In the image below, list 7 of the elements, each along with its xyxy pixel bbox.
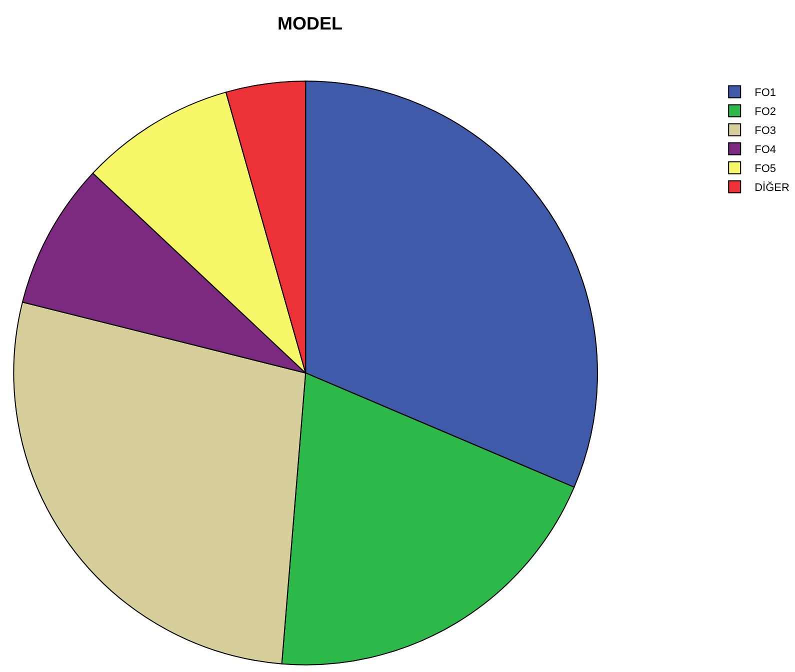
legend-label: FO2 bbox=[754, 106, 776, 118]
legend-label: FO3 bbox=[754, 125, 776, 138]
legend-label: FO5 bbox=[754, 163, 776, 176]
legend-label: DİĞER bbox=[754, 181, 790, 194]
chart-title: MODEL bbox=[278, 13, 343, 34]
legend-label: FO1 bbox=[754, 87, 776, 100]
legend-label: FO4 bbox=[754, 144, 776, 156]
